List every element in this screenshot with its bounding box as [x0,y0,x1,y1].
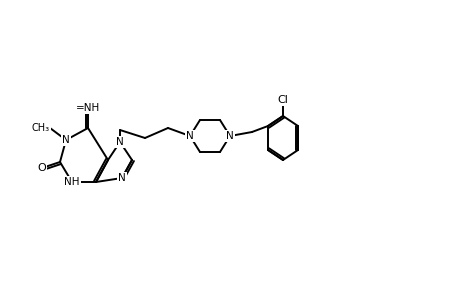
Text: N: N [116,137,123,147]
Text: O: O [38,163,46,173]
Text: CH₃: CH₃ [32,123,50,133]
Text: N: N [62,135,70,145]
Text: =NH: =NH [76,103,100,113]
Text: N: N [118,173,126,183]
Text: NH: NH [64,177,79,187]
Text: N: N [186,131,193,141]
Text: N: N [226,131,233,141]
Text: Cl: Cl [277,95,288,105]
